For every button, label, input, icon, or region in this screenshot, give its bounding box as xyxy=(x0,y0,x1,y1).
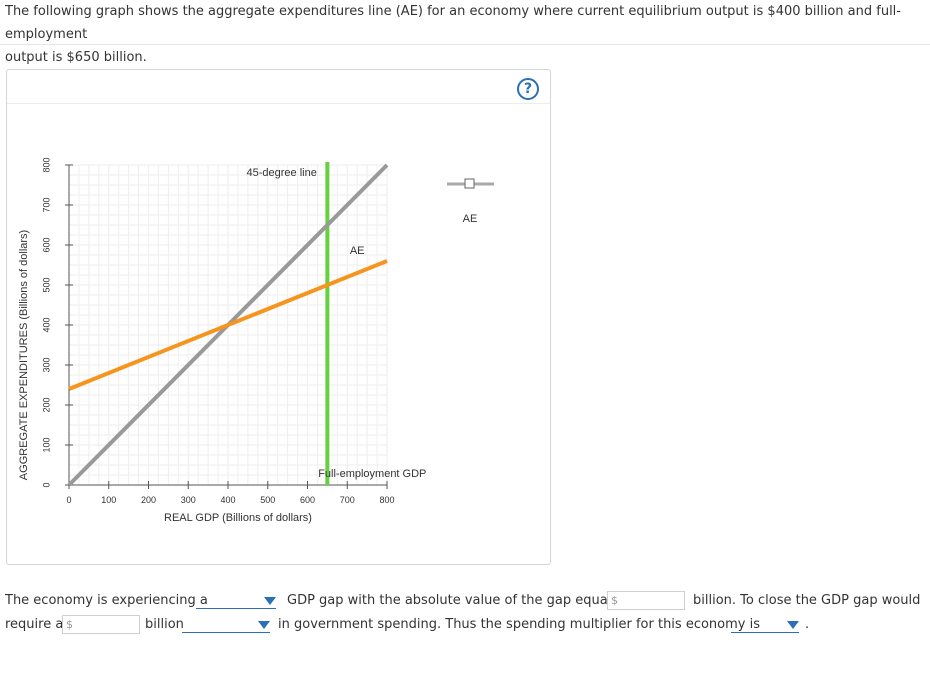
help-icon[interactable]: ? xyxy=(517,78,539,100)
y-tick-label: 0 xyxy=(41,482,51,487)
y-tick-label: 300 xyxy=(41,357,51,372)
graph-panel-header xyxy=(7,70,550,104)
y-tick-label: 200 xyxy=(41,397,51,412)
question-text-5: billion xyxy=(145,617,184,632)
45-degree-line-label: 45-degree line xyxy=(246,167,316,179)
chevron-down-icon xyxy=(258,621,270,629)
question-text-4: require a xyxy=(5,617,64,632)
x-tick-label: 100 xyxy=(101,495,116,505)
multiplier-dropdown[interactable] xyxy=(731,616,799,633)
spending-change-dropdown[interactable] xyxy=(182,616,270,633)
graph-panel: ? 0 100 200 300 400 500 600 700 800 0 100 200 300 400… xyxy=(6,69,551,565)
x-tick-label: 300 xyxy=(181,495,196,505)
ae-chart: 0 100 200 300 400 500 600 700 800 0 100 200 300 400 50… xyxy=(18,157,494,524)
gap-type-dropdown[interactable] xyxy=(196,592,276,609)
x-tick-label: 500 xyxy=(260,495,275,505)
y-tick-label: 700 xyxy=(41,197,51,212)
y-tick-label: 400 xyxy=(41,317,51,332)
y-tick-label: 100 xyxy=(41,437,51,452)
x-tick-label: 800 xyxy=(379,495,394,505)
intro-line-2: output is $650 billion. xyxy=(5,50,147,65)
gap-dollar-sign: $ xyxy=(611,594,618,607)
question-text-3: billion. To close the GDP gap would xyxy=(693,593,921,608)
legend-label: AE xyxy=(463,213,478,225)
chevron-down-icon xyxy=(787,621,799,629)
chevron-down-icon xyxy=(264,597,276,605)
question-text-2: GDP gap with the absolute value of the g… xyxy=(287,593,629,608)
y-tick-label: 800 xyxy=(41,157,51,172)
question-text-7: . xyxy=(805,617,810,632)
gap-value-input[interactable]: $ xyxy=(607,591,685,610)
x-tick-label: 400 xyxy=(220,495,235,505)
x-tick-label: 200 xyxy=(141,495,156,505)
intro-text: The following graph shows the aggregate … xyxy=(5,0,925,69)
intro-line-1: The following graph shows the aggregate … xyxy=(5,4,901,42)
full-employment-label: Full-employment GDP xyxy=(318,468,426,480)
y-axis-title: AGGREGATE EXPENDITURES (Billions of doll… xyxy=(18,230,30,480)
spending-value-input[interactable]: $ xyxy=(62,615,140,634)
ae-line-label: AE xyxy=(350,245,365,257)
x-tick-label: 700 xyxy=(340,495,355,505)
question-text-6: in government spending. Thus the spendin… xyxy=(278,617,760,632)
spending-dollar-sign: $ xyxy=(66,618,73,631)
legend-marker xyxy=(464,178,475,189)
y-tick-label: 500 xyxy=(41,277,51,292)
ae-line xyxy=(68,259,388,391)
question-text-1: The economy is experiencing a xyxy=(5,593,208,608)
x-tick-label: 600 xyxy=(300,495,315,505)
y-tick-label: 600 xyxy=(41,237,51,252)
x-axis-title: REAL GDP (Billions of dollars) xyxy=(164,512,312,524)
x-tick-label: 0 xyxy=(66,495,71,505)
intro-divider xyxy=(0,44,930,45)
